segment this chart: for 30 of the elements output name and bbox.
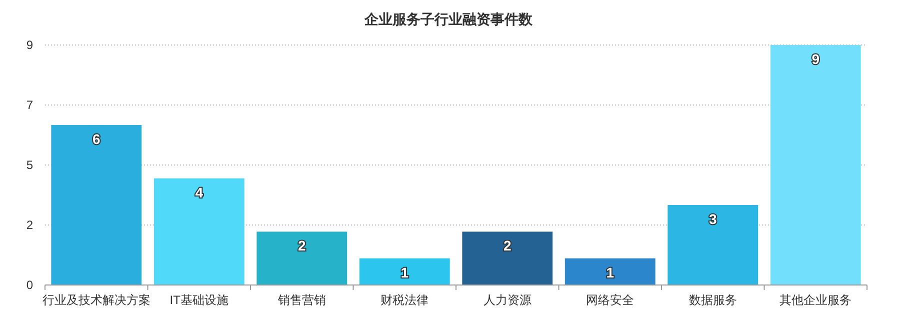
bar — [154, 178, 244, 285]
x-tick-label: 数据服务 — [688, 293, 737, 307]
data-label: 3 — [708, 211, 717, 227]
x-tick-label: 其他企业服务 — [780, 293, 852, 307]
y-tick-label: 9 — [26, 38, 34, 52]
x-tick-label: IT基础设施 — [170, 293, 228, 307]
data-label: 1 — [606, 264, 614, 280]
bar — [564, 258, 656, 285]
data-label: 4 — [195, 184, 204, 200]
x-tick-label: 行业及技术解决方案 — [42, 293, 150, 307]
x-tick-label: 网络安全 — [586, 293, 634, 307]
x-tick-label: 财税法律 — [380, 293, 429, 307]
data-label: 2 — [298, 238, 306, 254]
bar — [256, 232, 348, 285]
chart-title: 企业服务子行业融资事件数 — [364, 11, 534, 27]
data-label: 9 — [812, 51, 820, 67]
bar — [668, 205, 758, 285]
y-tick-label: 2 — [26, 218, 34, 232]
bar — [770, 45, 861, 285]
bar — [51, 125, 142, 285]
data-label: 1 — [400, 264, 409, 280]
y-tick-label: 5 — [26, 158, 34, 172]
data-label: 2 — [503, 238, 512, 254]
bar — [359, 258, 450, 285]
x-tick-label: 人力资源 — [483, 293, 532, 307]
y-tick-label: 7 — [26, 98, 34, 112]
x-tick-label: 销售营销 — [276, 293, 326, 307]
data-label: 6 — [92, 131, 100, 147]
bar — [462, 232, 553, 285]
y-tick-label: 0 — [26, 278, 34, 292]
